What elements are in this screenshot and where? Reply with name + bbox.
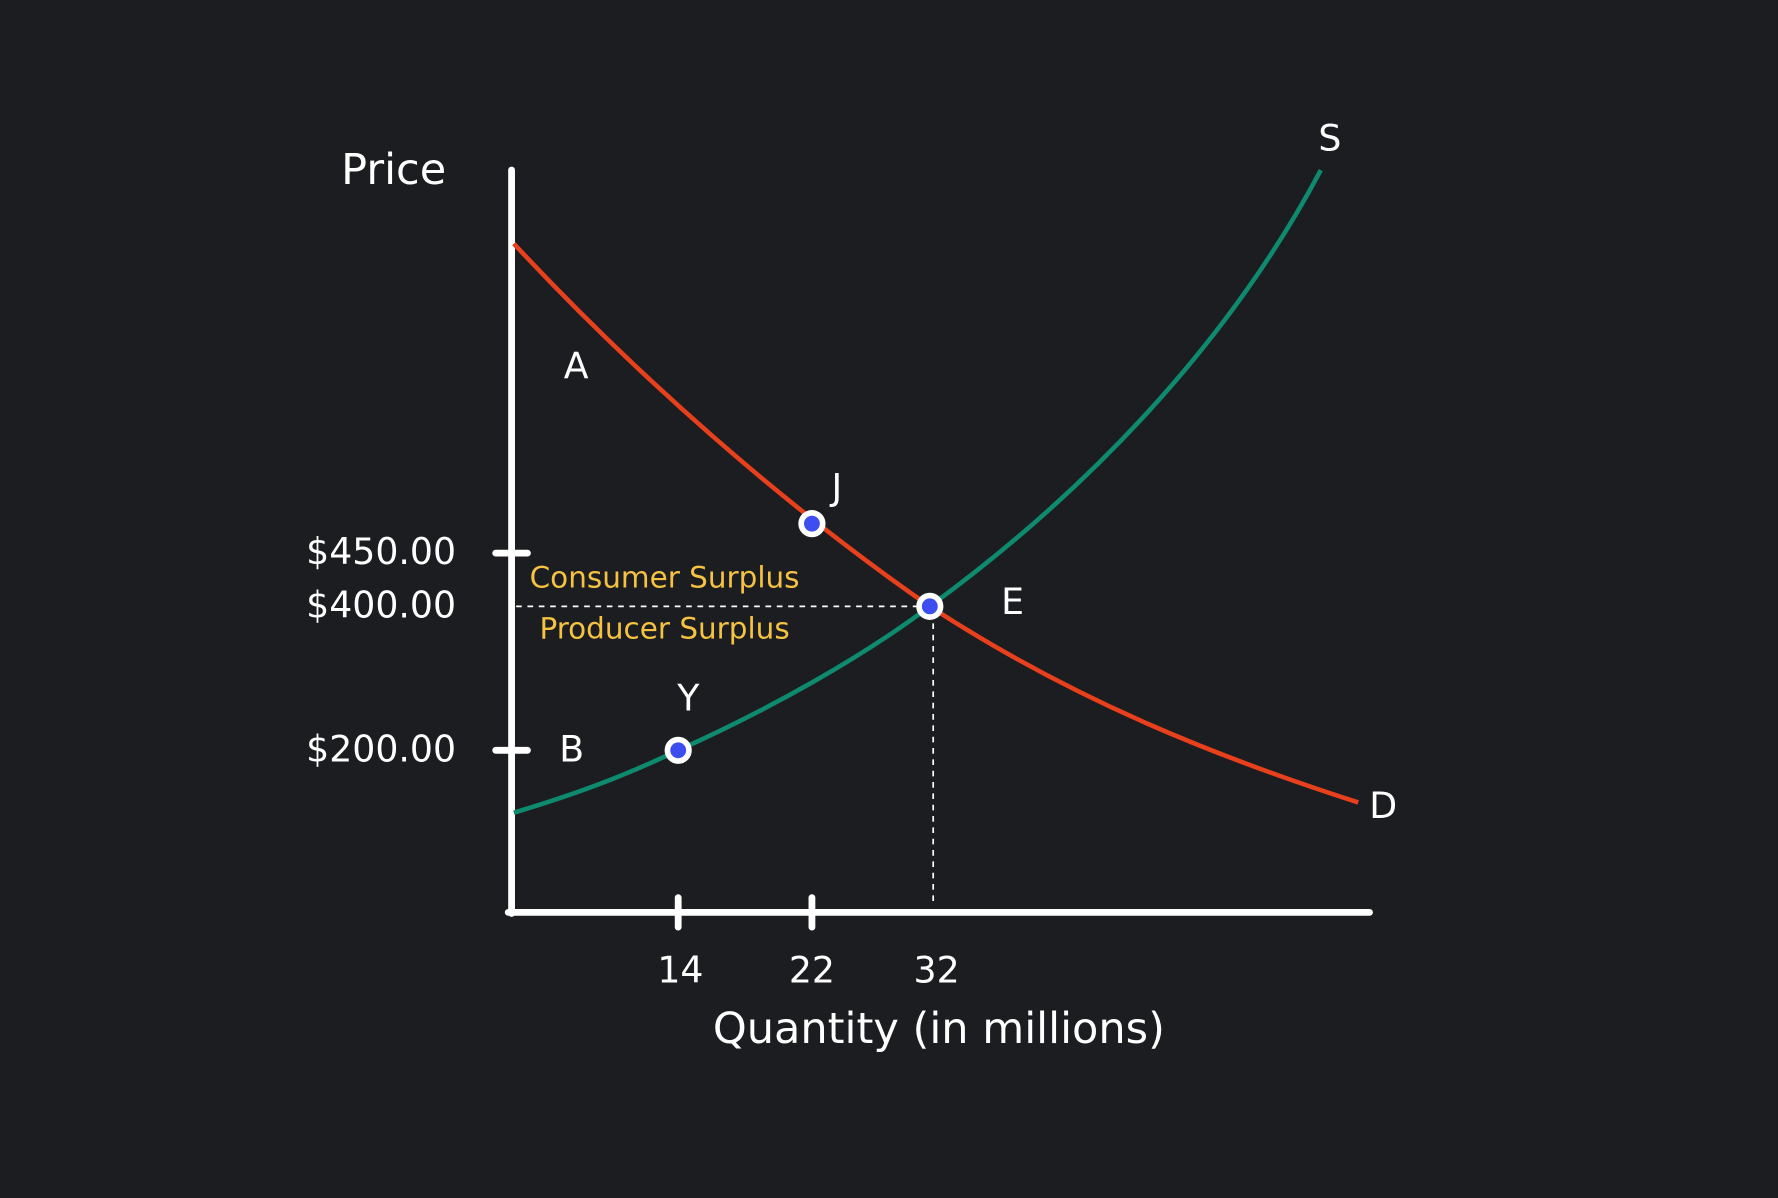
point-label: Y [676, 676, 700, 719]
point-label: J [830, 466, 843, 509]
region-label: A [564, 344, 589, 387]
x-tick-label: 32 [914, 948, 960, 991]
y-tick-label: $200.00 [306, 727, 456, 770]
producer-surplus-label: Producer Surplus [539, 612, 789, 646]
x-axis-title: Quantity (in millions) [713, 1004, 1165, 1054]
point-e [916, 592, 944, 620]
demand-label: D [1369, 784, 1397, 827]
y-tick-label: $400.00 [306, 584, 456, 627]
x-tick-label: 14 [657, 948, 703, 991]
point-y [664, 736, 692, 764]
y-tick-label: $450.00 [306, 530, 456, 573]
point-label: E [1001, 580, 1024, 623]
point-j [798, 510, 826, 538]
supply-curve [513, 168, 1323, 815]
region-label: B [559, 727, 584, 770]
supply-label: S [1318, 117, 1341, 160]
consumer-surplus-label: Consumer Surplus [530, 561, 800, 595]
x-tick-label: 22 [789, 948, 835, 991]
y-axis-title: Price [341, 145, 446, 195]
